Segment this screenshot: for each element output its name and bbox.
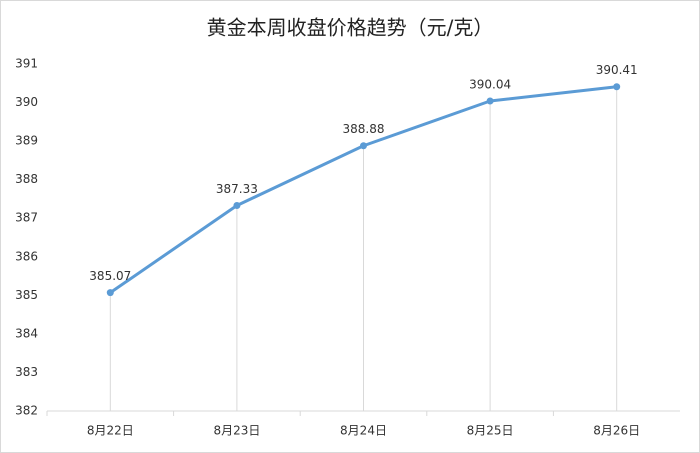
data-label: 390.41	[596, 63, 638, 77]
x-tick-label: 8月24日	[340, 424, 387, 438]
x-tick-label: 8月23日	[213, 424, 260, 438]
y-tick-label: 383	[15, 365, 38, 379]
y-tick-label: 390	[15, 95, 38, 109]
y-tick-label: 389	[15, 134, 38, 148]
point	[360, 142, 367, 150]
y-tick-label: 386	[15, 249, 38, 263]
x-tick-label: 8月22日	[87, 424, 134, 438]
point	[106, 289, 114, 297]
x-tick-label: 8月25日	[467, 424, 514, 438]
y-tick-label: 385	[15, 288, 38, 302]
data-label: 385.07	[89, 269, 131, 283]
y-tick-label: 384	[15, 326, 38, 340]
point	[486, 97, 494, 105]
data-label: 390.04	[469, 78, 511, 92]
y-tick-label: 382	[15, 404, 38, 418]
y-tick-label: 391	[15, 57, 38, 71]
data-label: 388.88	[343, 122, 385, 136]
point	[233, 201, 241, 209]
chart-title: 黄金本周收盘价格趋势（元/克）	[207, 16, 494, 40]
y-tick-label: 387	[15, 211, 38, 225]
y-tick-label: 388	[15, 172, 38, 186]
x-tick-label: 8月26日	[593, 424, 640, 438]
point	[613, 83, 621, 91]
data-label: 387.33	[216, 182, 258, 196]
